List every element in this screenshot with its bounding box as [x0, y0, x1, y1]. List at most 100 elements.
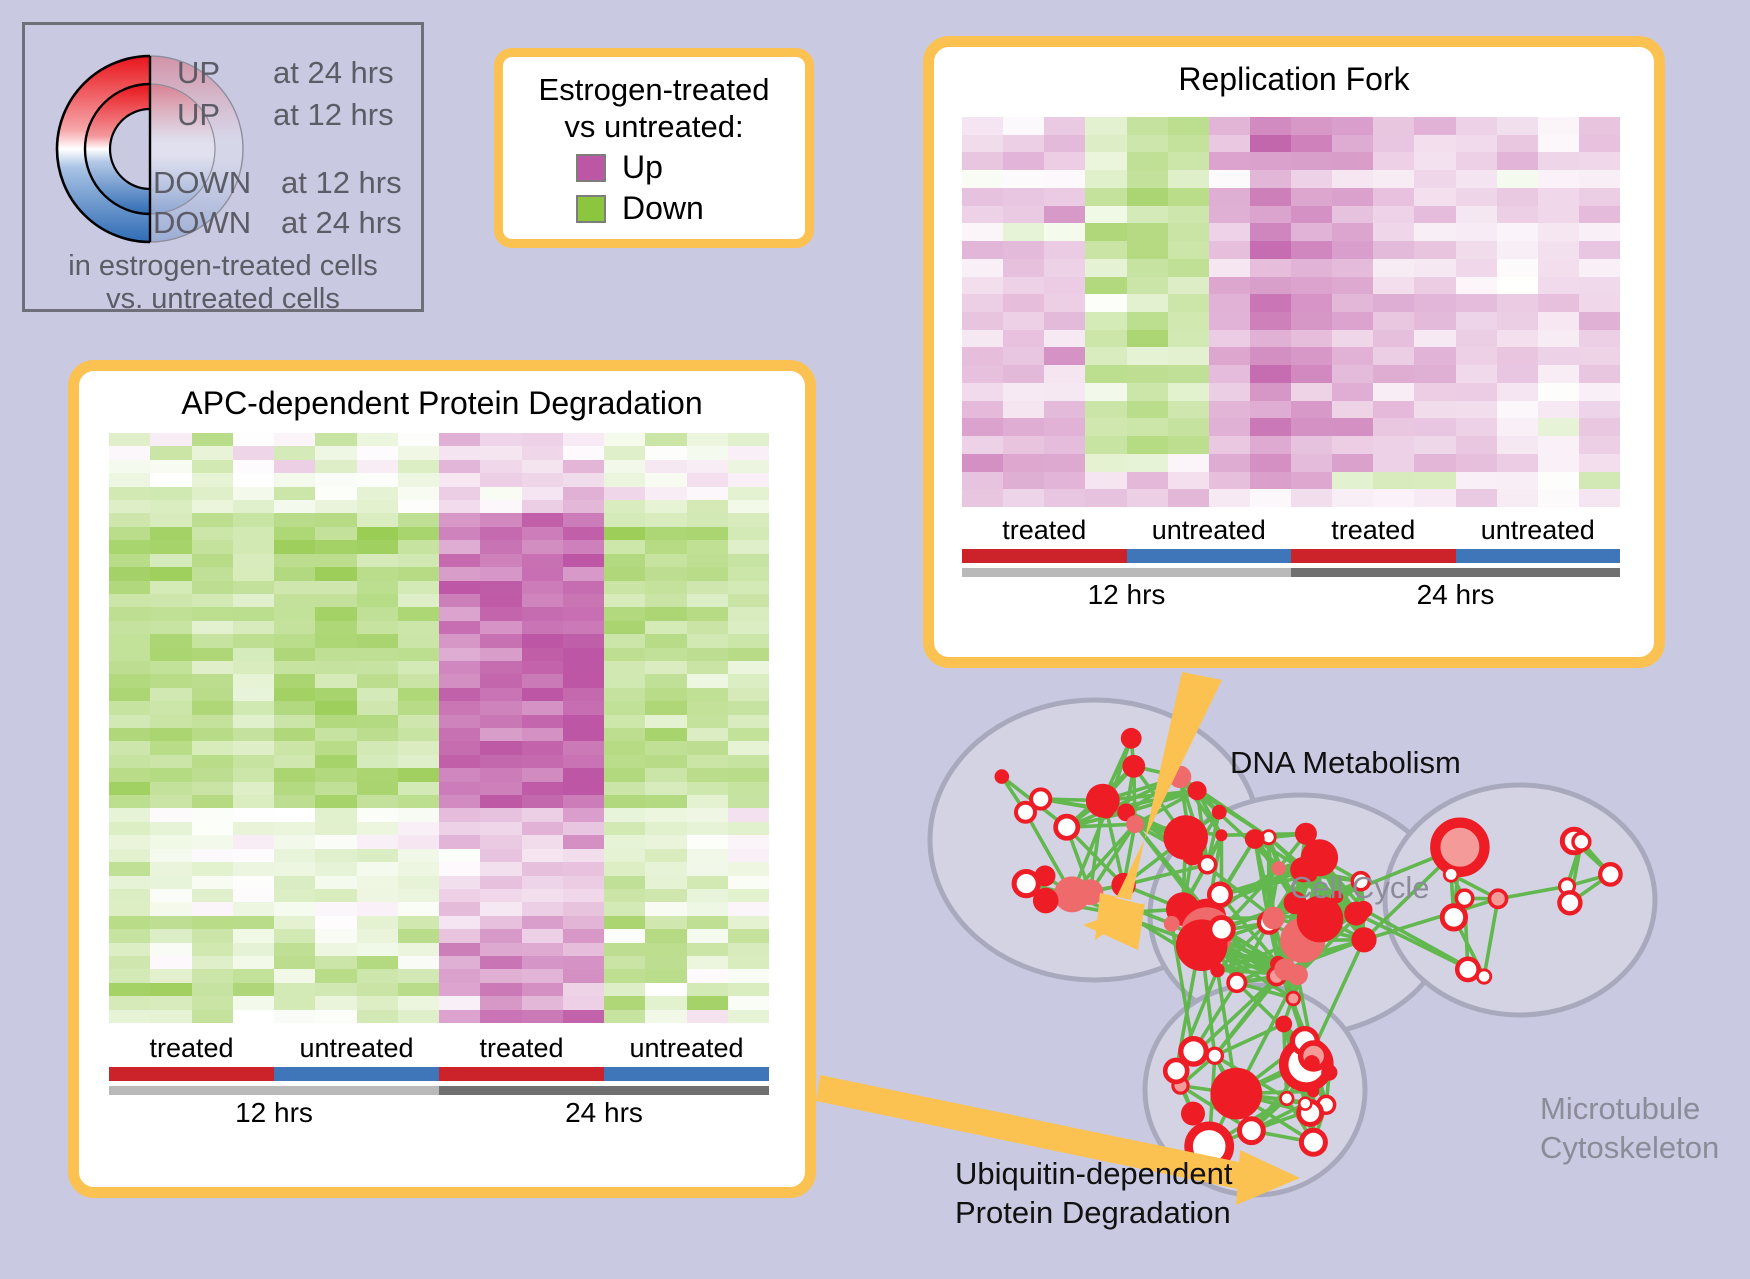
heatmap-cell	[604, 929, 646, 943]
heatmap-cell	[727, 634, 769, 648]
heatmap-cell	[521, 795, 563, 809]
network-node	[1454, 888, 1475, 909]
heatmap-cell	[150, 513, 192, 527]
heatmap-cell	[232, 647, 274, 661]
heatmap-cell	[521, 808, 563, 822]
heatmap-cell	[274, 888, 316, 903]
heatmap-cell	[604, 553, 646, 568]
heatmap-cell	[1496, 329, 1538, 348]
heatmap-cell	[1578, 436, 1620, 454]
heatmap-cell	[1578, 223, 1620, 242]
heatmap-cell	[1537, 382, 1579, 401]
heatmap-cell	[1496, 453, 1538, 472]
heatmap-cell	[356, 714, 398, 728]
heatmap-cell	[191, 821, 233, 836]
heatmap-cell	[397, 459, 439, 474]
heatmap-cell	[521, 768, 563, 782]
heatmap-cell	[232, 808, 274, 822]
heatmap-cell	[1455, 347, 1497, 366]
heatmap-cell	[562, 848, 604, 863]
heatmap-cell	[645, 875, 687, 889]
heatmap-cell	[232, 687, 274, 702]
heatmap-cell	[1085, 400, 1127, 419]
heatmap-cell	[521, 754, 563, 769]
heatmap-cell	[1044, 365, 1086, 383]
heatmap-cell	[521, 634, 563, 648]
time-color-bar-apc	[109, 1086, 769, 1095]
heatmap-cell	[686, 741, 728, 755]
heatmap-cell	[315, 607, 357, 621]
heatmap-cell	[109, 929, 151, 943]
heatmap-cell	[1373, 382, 1415, 401]
heatmap-cell	[727, 647, 769, 661]
heatmap-cell	[480, 580, 522, 594]
heatmap-cell	[150, 942, 192, 956]
heatmap-cell	[1003, 311, 1045, 330]
heatmap-cell	[480, 929, 522, 943]
ring-row-1-direction: UP	[177, 97, 221, 132]
heatmap-cell	[1373, 453, 1415, 472]
bar-untreated-12	[1126, 549, 1291, 563]
heatmap-cell	[962, 347, 1004, 366]
heatmap-cell	[191, 942, 233, 956]
network-node	[1439, 903, 1469, 932]
heatmap-cell	[1455, 241, 1497, 259]
heatmap-cell	[727, 714, 769, 728]
heatmap-cell	[439, 593, 481, 608]
heatmap-cell	[1537, 152, 1579, 171]
heatmap-cell	[686, 996, 728, 1010]
heatmap-cell	[1044, 489, 1086, 507]
heatmap-cell	[191, 862, 233, 876]
heatmap-cell	[109, 888, 151, 903]
heatmap-cell	[274, 607, 316, 621]
heatmap-cell	[1414, 418, 1456, 437]
heatmap-cell	[1455, 187, 1497, 206]
heatmap-cell	[191, 593, 233, 608]
heatmap-cell	[1496, 187, 1538, 206]
heatmap-cell	[356, 513, 398, 527]
heatmap-cell	[439, 915, 481, 930]
heatmap-cell	[274, 674, 316, 688]
heatmap-cell	[521, 875, 563, 889]
heatmap-cell	[150, 433, 192, 447]
heatmap-cell	[109, 500, 151, 514]
heatmap-cell	[686, 446, 728, 460]
heatmap-cell	[439, 1009, 481, 1023]
heatmap-cell	[439, 553, 481, 568]
heatmap-cell	[645, 459, 687, 474]
heatmap-cell	[109, 915, 151, 930]
heatmap-cell	[604, 620, 646, 635]
heatmap-cell	[1208, 329, 1250, 348]
heatmap-cell	[604, 795, 646, 809]
heatmap-cell	[1291, 365, 1333, 383]
heatmap-cell	[686, 955, 728, 970]
heatmap-cell	[521, 888, 563, 903]
heatmap-cell	[1291, 276, 1333, 295]
heatmap-cell	[1578, 453, 1620, 472]
heatmap-cell	[1167, 294, 1209, 312]
heatmap-cell	[397, 540, 439, 554]
heatmap-cell	[150, 1009, 192, 1023]
heatmap-cell	[109, 781, 151, 796]
heatmap-cell	[356, 634, 398, 648]
heatmap-cell	[274, 768, 316, 782]
heatmap-cell	[1291, 223, 1333, 242]
heatmap-cell	[439, 768, 481, 782]
heatmap-cell	[686, 781, 728, 796]
heatmap-cell	[1414, 311, 1456, 330]
heatmap-cell	[232, 1009, 274, 1023]
heatmap-cell	[1249, 365, 1291, 383]
heatmap-cell	[1291, 471, 1333, 490]
heatmap-cell	[439, 821, 481, 836]
heatmap-cell	[1414, 471, 1456, 490]
heatmap-cell	[1167, 471, 1209, 490]
heatmap-cell	[315, 848, 357, 863]
heatmap-cell	[1085, 205, 1127, 224]
heatmap-cell	[109, 540, 151, 554]
heatmap-cell	[109, 593, 151, 608]
heatmap-cell	[1208, 187, 1250, 206]
heatmap-cell	[562, 915, 604, 930]
heatmap-cell	[727, 741, 769, 755]
heatmap-cell	[1249, 436, 1291, 454]
group-color-bar-replication-fork	[962, 549, 1620, 563]
